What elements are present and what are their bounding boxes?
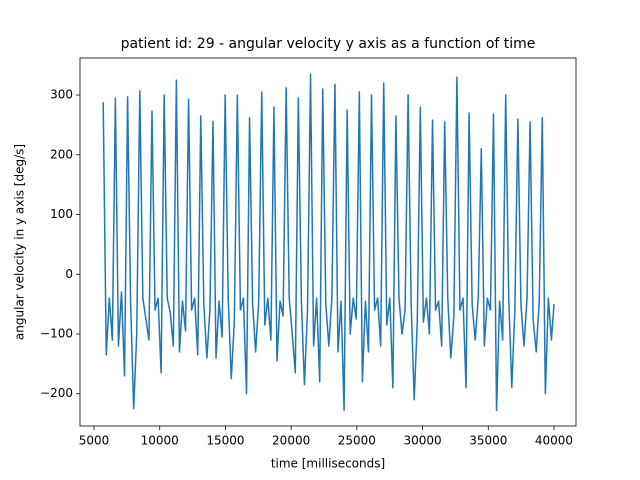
plot-frame <box>79 57 577 427</box>
x-tick-label: 40000 <box>535 434 573 448</box>
y-axis-label: angular velocity in y axis [deg/s] <box>13 144 27 340</box>
x-axis-label: time [milliseconds] <box>271 457 385 471</box>
chart-title: patient id: 29 - angular velocity y axis… <box>121 36 536 52</box>
x-tick-label: 30000 <box>403 434 441 448</box>
data-line <box>102 73 555 412</box>
y-tick-label: 100 <box>50 207 73 221</box>
x-tick-label: 5000 <box>79 434 110 448</box>
x-tick-label: 25000 <box>338 434 376 448</box>
y-tick-label: 0 <box>65 267 73 281</box>
y-tick-label: 200 <box>50 147 73 161</box>
y-tick-label: 300 <box>50 88 73 102</box>
x-tick-label: 15000 <box>206 434 244 448</box>
y-tick-label: −100 <box>40 327 73 341</box>
x-tick-label: 35000 <box>469 434 507 448</box>
x-tick-label: 20000 <box>272 434 310 448</box>
x-tick-label: 10000 <box>141 434 179 448</box>
y-tick-label: −200 <box>40 386 73 400</box>
